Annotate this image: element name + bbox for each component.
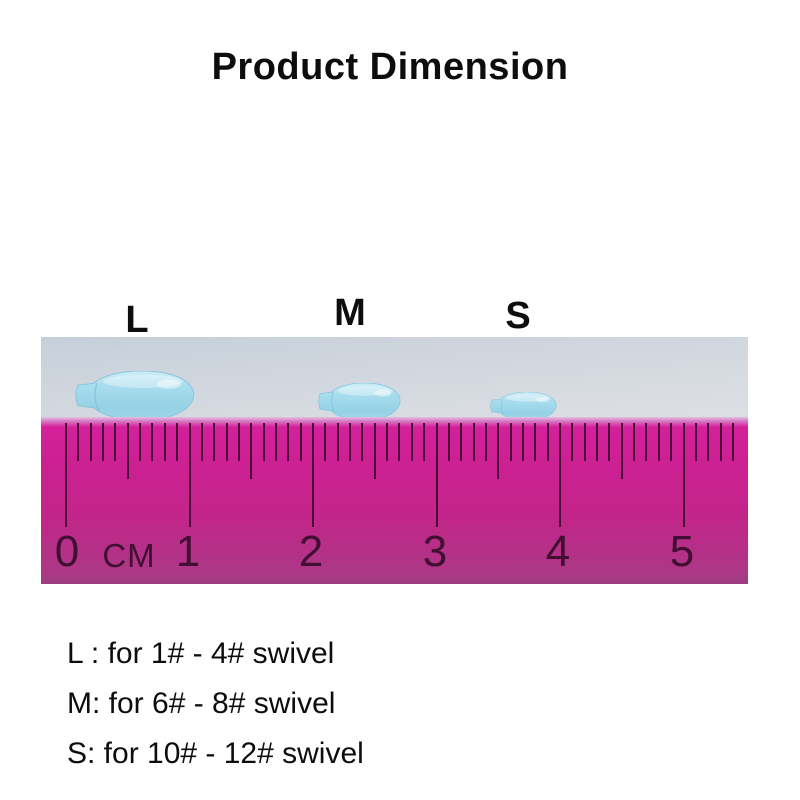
ruler-tick	[447, 423, 450, 461]
ruler-tick	[546, 423, 549, 461]
ruler-tick	[620, 423, 623, 479]
ruler-tick	[102, 423, 105, 461]
ruler-tick	[608, 423, 611, 461]
ruler-tick	[472, 423, 475, 461]
ruler-tick	[225, 423, 228, 461]
ruler-number-1: 1	[175, 527, 201, 576]
ruler-tick	[200, 423, 203, 461]
ruler-number-5: 5	[669, 527, 695, 576]
ruler-tick	[509, 423, 512, 461]
ruler-tick	[571, 423, 574, 461]
ruler-tick	[274, 423, 277, 461]
ruler-tick	[633, 423, 636, 461]
ruler-tick	[645, 423, 648, 461]
ruler-tick	[213, 423, 216, 461]
ruler-tick	[324, 423, 327, 461]
stopper-small-photo	[490, 392, 557, 420]
ruler-tick	[484, 423, 487, 461]
ruler-tick	[89, 423, 92, 461]
ruler-tick	[139, 423, 142, 461]
ruler-ticks	[41, 423, 748, 533]
ruler: 0 CM 1 2 3 4 5	[41, 417, 748, 584]
ruler-tick	[361, 423, 364, 461]
ruler-tick	[707, 423, 710, 461]
ruler-tick	[534, 423, 537, 461]
product-photo: 0 CM 1 2 3 4 5	[41, 337, 748, 584]
ruler-tick	[657, 423, 660, 461]
ruler-tick	[682, 423, 685, 527]
size-note-small: S: for 10# - 12# swivel	[67, 737, 364, 770]
ruler-tick	[559, 423, 561, 527]
ruler-tick	[237, 423, 240, 461]
ruler-tick	[386, 423, 389, 461]
ruler-tick	[114, 423, 117, 461]
ruler-tick	[287, 423, 290, 461]
ruler-tick	[312, 423, 314, 527]
ruler-tick	[65, 423, 67, 527]
size-label-small: S	[505, 295, 531, 337]
size-label-large: L	[125, 299, 149, 341]
page-title: Product Dimension	[211, 46, 569, 88]
ruler-unit-label: CM	[102, 537, 156, 574]
ruler-tick	[521, 423, 524, 461]
ruler-tick	[126, 423, 129, 479]
ruler-tick	[299, 423, 302, 461]
ruler-tick	[497, 423, 500, 479]
ruler-tick	[188, 423, 191, 527]
ruler-tick	[583, 423, 586, 461]
stopper-large-photo	[75, 371, 195, 420]
ruler-number-3: 3	[422, 527, 448, 576]
size-note-medium: M: for 6# - 8# swivel	[67, 687, 336, 720]
ruler-tick	[596, 423, 599, 461]
ruler-tick	[719, 423, 722, 461]
ruler-tick	[694, 423, 697, 461]
ruler-number-4: 4	[545, 527, 571, 576]
ruler-tick	[373, 423, 376, 479]
ruler-tick	[435, 423, 438, 527]
ruler-tick	[77, 423, 80, 461]
size-label-medium: M	[334, 292, 366, 334]
size-notes: L : for 1# - 4# swivel M: for 6# - 8# sw…	[67, 629, 364, 779]
ruler-tick	[250, 423, 253, 479]
ruler-tick	[151, 423, 154, 461]
ruler-tick	[176, 423, 179, 461]
ruler-tick	[398, 423, 401, 461]
size-note-large: L : for 1# - 4# swivel	[67, 637, 335, 670]
ruler-number-2: 2	[298, 527, 324, 576]
ruler-tick	[163, 423, 166, 461]
ruler-tick	[410, 423, 413, 461]
ruler-tick	[460, 423, 463, 461]
ruler-tick	[731, 423, 734, 461]
ruler-number-0: 0	[54, 527, 80, 576]
ruler-tick	[349, 423, 352, 461]
ruler-tick	[423, 423, 426, 461]
ruler-tick	[670, 423, 673, 461]
ruler-tick	[336, 423, 339, 461]
stopper-medium-photo	[318, 383, 401, 420]
ruler-tick	[262, 423, 265, 461]
